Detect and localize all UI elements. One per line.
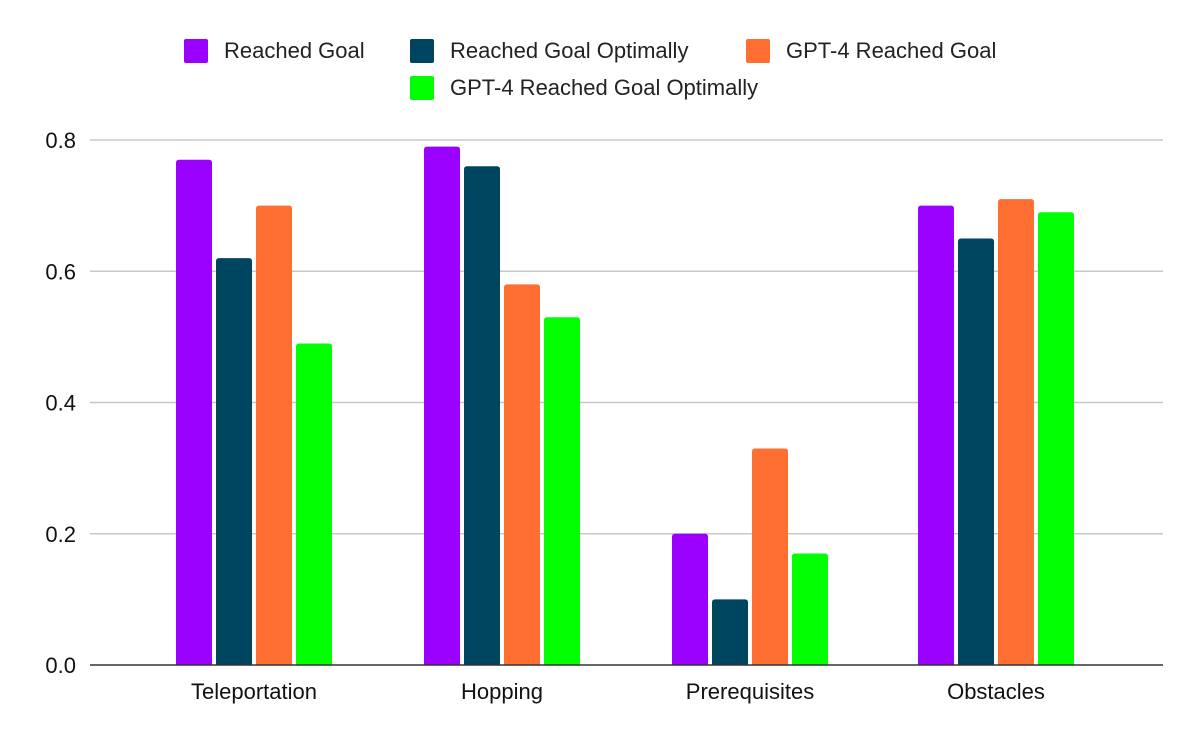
legend-label: GPT-4 Reached Goal Optimally — [450, 75, 758, 100]
x-category-label: Obstacles — [947, 679, 1045, 704]
bar — [216, 258, 252, 665]
bar — [464, 166, 500, 665]
legend-swatch — [410, 39, 434, 63]
bar — [958, 238, 994, 665]
legend-swatch — [410, 76, 434, 100]
x-axis-categories: Teleportation Hopping Prerequisites Obstacl… — [191, 679, 1045, 704]
y-tick-label: 0.8 — [45, 128, 76, 153]
legend-label: GPT-4 Reached Goal — [786, 38, 996, 63]
x-category-label: Teleportation — [191, 679, 317, 704]
legend-item: Reached Goal Optimally — [410, 38, 688, 63]
legend-swatch — [184, 39, 208, 63]
bar — [672, 533, 708, 665]
bar — [176, 159, 212, 665]
x-category-label: Prerequisites — [686, 679, 814, 704]
y-tick-label: 0.0 — [45, 653, 76, 678]
bar — [752, 448, 788, 665]
bar — [296, 343, 332, 665]
legend-label: Reached Goal Optimally — [450, 38, 688, 63]
legend-swatch — [746, 39, 770, 63]
bar — [504, 284, 540, 665]
y-tick-label: 0.2 — [45, 522, 76, 547]
bar — [918, 205, 954, 665]
bars — [176, 146, 1074, 665]
bar — [256, 205, 292, 665]
bar — [544, 317, 580, 665]
bar — [792, 553, 828, 665]
x-category-label: Hopping — [461, 679, 543, 704]
legend-item: Reached Goal — [184, 38, 365, 63]
bar — [1038, 212, 1074, 665]
legend-label: Reached Goal — [224, 38, 365, 63]
y-axis-ticks: 0.0 0.2 0.4 0.6 0.8 — [45, 128, 76, 678]
legend-item: GPT-4 Reached Goal — [746, 38, 996, 63]
y-tick-label: 0.4 — [45, 391, 76, 416]
legend: Reached Goal Reached Goal Optimally GPT-4 … — [184, 38, 996, 100]
bar — [998, 199, 1034, 665]
legend-item: GPT-4 Reached Goal Optimally — [410, 75, 758, 100]
bar — [424, 146, 460, 665]
bar — [712, 599, 748, 665]
y-tick-label: 0.6 — [45, 259, 76, 284]
